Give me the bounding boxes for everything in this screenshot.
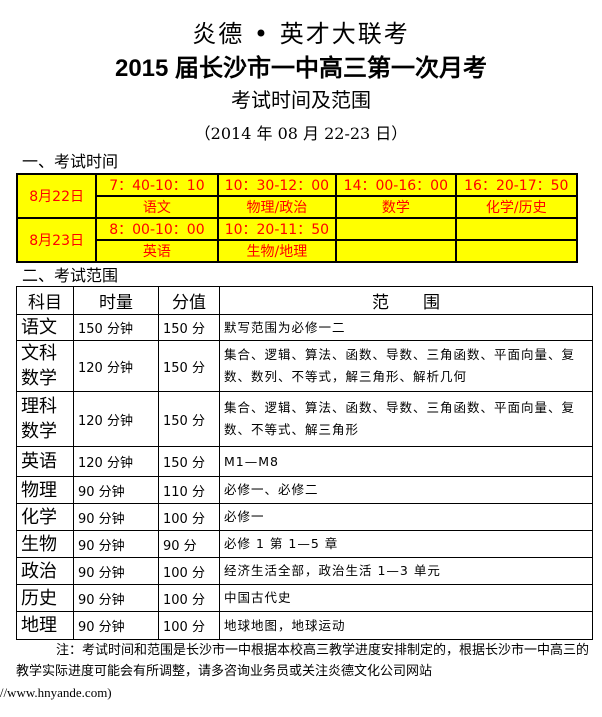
exam-subject: [335, 239, 457, 263]
subject-cell: 化学: [16, 503, 74, 531]
section-heading-scope: 二、考试范围: [22, 266, 119, 285]
exam-time: 16：20-17：50: [454, 173, 579, 197]
table-row: 地理 90 分钟 100 分 地球地图，地球运动: [16, 611, 593, 640]
scope-cell: M1—M8: [219, 446, 593, 477]
score-cell: 100 分: [158, 503, 220, 531]
exam-time: [454, 217, 579, 241]
section-heading-schedule: 一、考试时间: [22, 152, 119, 171]
exam-subject: 化学/历史: [454, 195, 579, 219]
subject-cell: 历史: [16, 584, 74, 612]
duration-cell: 120 分钟: [73, 446, 159, 477]
subject-cell: 物理: [16, 476, 74, 504]
exam-subject: 语文: [95, 195, 219, 219]
scope-cell: 集合、逻辑、算法、函数、导数、三角函数、平面向量、复数、不等式、解三角形: [219, 391, 593, 447]
table-row: 语文 150 分钟 150 分 默写范围为必修一二: [16, 314, 593, 341]
table-row: 历史 90 分钟 100 分 中国古代史: [16, 584, 593, 612]
table-row: 生物 90 分钟 90 分 必修 1 第 1—5 章: [16, 530, 593, 558]
scope-table: 科目 时量 分值 范 围 语文 150 分钟 150 分 默写范围为必修一二 文科…: [16, 286, 593, 640]
exam-time: 14：00-16：00: [335, 173, 457, 197]
subtitle: 考试时间及范围: [231, 88, 371, 112]
duration-cell: 90 分钟: [73, 530, 159, 558]
score-cell: 150 分: [158, 340, 220, 392]
schedule-row: 英语 生物/地理: [17, 239, 579, 263]
website-link[interactable]: http://www.hnyande.com): [0, 685, 112, 700]
schedule-row: 语文 物理/政治 数学 化学/历史: [17, 195, 579, 219]
column-header: 时量: [73, 286, 159, 315]
scope-cell: 集合、逻辑、算法、函数、导数、三角函数、平面向量、复数、数列、不等式，解三角形、…: [219, 340, 593, 392]
scope-cell: 中国古代史: [219, 584, 593, 612]
exam-date: （2014 年 08 月 22-23 日）: [194, 124, 408, 143]
score-cell: 100 分: [158, 557, 220, 585]
subject-cell: 政治: [16, 557, 74, 585]
score-cell: 150 分: [158, 314, 220, 341]
exam-subject: 物理/政治: [216, 195, 338, 219]
duration-cell: 90 分钟: [73, 584, 159, 612]
exam-subject: 生物/地理: [216, 239, 338, 263]
duration-cell: 150 分钟: [73, 314, 159, 341]
duration-cell: 90 分钟: [73, 503, 159, 531]
scope-cell: 经济生活全部，政治生活 1—3 单元: [219, 557, 593, 585]
exam-day: 8月22日: [15, 173, 98, 219]
brand-title: 炎德 • 英才大联考: [192, 20, 410, 48]
subject-cell: 英语: [16, 446, 74, 477]
exam-subject: [454, 239, 579, 263]
exam-time: 10：20-11：50: [216, 217, 338, 241]
column-header: 科目: [16, 286, 74, 315]
table-row: 物理 90 分钟 110 分 必修一、必修二: [16, 476, 593, 504]
table-row: 英语 120 分钟 150 分 M1—M8: [16, 446, 593, 477]
subject-cell: 语文: [16, 314, 74, 341]
scope-cell: 必修 1 第 1—5 章: [219, 530, 593, 558]
schedule-row: 8月22日 7：40-10：10 10：30-12：00 14：00-16：00 16：…: [15, 173, 579, 219]
duration-cell: 120 分钟: [73, 340, 159, 392]
exam-day: 8月23日: [15, 217, 98, 263]
exam-time: 7：40-10：10: [95, 173, 219, 197]
subject-cell: 地理: [16, 611, 74, 640]
table-row: 化学 90 分钟 100 分 必修一: [16, 503, 593, 531]
subject-cell: 生物: [16, 530, 74, 558]
exam-time: [335, 217, 457, 241]
schedule-table: 8月22日 7：40-10：10 10：30-12：00 14：00-16：00 16：…: [15, 173, 579, 263]
scope-cell: 默写范围为必修一二: [219, 314, 593, 341]
score-cell: 150 分: [158, 446, 220, 477]
footnote: 注：考试时间和范围是长沙市一中根据本校高三教学进度安排制定的，根据长沙市一中高三…: [0, 640, 594, 704]
table-row: 理科数学 120 分钟 150 分 集合、逻辑、算法、函数、导数、三角函数、平面…: [16, 391, 593, 447]
score-cell: 150 分: [158, 391, 220, 447]
score-cell: 100 分: [158, 584, 220, 612]
score-cell: 90 分: [158, 530, 220, 558]
duration-cell: 90 分钟: [73, 611, 159, 640]
column-header: 分值: [158, 286, 220, 315]
scope-cell: 地球地图，地球运动: [219, 611, 593, 640]
exam-time: 8：00-10：00: [95, 217, 219, 241]
footnote-text: 注：考试时间和范围是长沙市一中根据本校高三教学进度安排制定的，根据长沙市一中高三…: [16, 643, 590, 679]
page-title: 2015 届长沙市一中高三第一次月考: [114, 55, 488, 82]
table-row: 政治 90 分钟 100 分 经济生活全部，政治生活 1—3 单元: [16, 557, 593, 585]
scope-cell: 必修一、必修二: [219, 476, 593, 504]
subject-cell: 理科数学: [16, 391, 74, 447]
exam-subject: 数学: [335, 195, 457, 219]
duration-cell: 90 分钟: [73, 557, 159, 585]
duration-cell: 90 分钟: [73, 476, 159, 504]
scope-cell: 必修一: [219, 503, 593, 531]
column-header: 范 围: [219, 286, 593, 315]
exam-time: 10：30-12：00: [216, 173, 338, 197]
score-cell: 100 分: [158, 611, 220, 640]
duration-cell: 120 分钟: [73, 391, 159, 447]
subject-cell: 文科数学: [16, 340, 74, 392]
table-row: 文科数学 120 分钟 150 分 集合、逻辑、算法、函数、导数、三角函数、平面…: [16, 340, 593, 392]
schedule-row: 8月23日 8：00-10：00 10：20-11：50: [15, 217, 579, 263]
exam-subject: 英语: [95, 239, 219, 263]
score-cell: 110 分: [158, 476, 220, 504]
